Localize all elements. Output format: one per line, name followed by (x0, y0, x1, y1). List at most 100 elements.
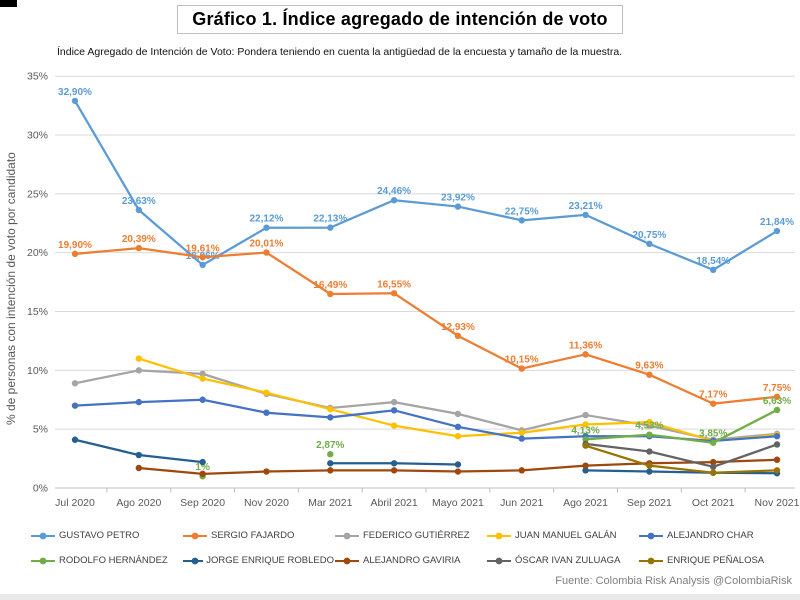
data-point-gustavo-petro (390, 197, 398, 204)
data-point-juan-manuel-galan (454, 433, 462, 440)
y-axis-tick-label: 0% (33, 483, 48, 495)
legend-item-juan-manuel-galan: JUAN MANUEL GALÁN (486, 530, 638, 541)
data-point-sergio-fajardo (263, 249, 270, 256)
legend-label: ÓSCAR IVAN ZULUAGA (515, 555, 621, 566)
legend-item-rodolfo-hernandez: RODOLFO HERNÁNDEZ (30, 555, 182, 566)
series-line-jorge-enrique-robledo (584, 469, 779, 475)
data-point-rodolfo-hernandez (710, 439, 717, 446)
data-point-jorge-enrique-robledo (582, 467, 589, 474)
legend-label: ALEJANDRO CHAR (667, 530, 754, 541)
data-point-juan-manuel-galan (646, 418, 653, 426)
data-point-gustavo-petro (773, 227, 781, 235)
legend-item-alejandro-char: ALEJANDRO CHAR (638, 530, 790, 541)
legend-item-jorge-enrique-robledo: JORGE ENRIQUE ROBLEDO (182, 555, 334, 566)
data-point-gustavo-petro (199, 261, 206, 269)
data-label-sergio-fajardo: 20,01% (249, 239, 283, 250)
data-point-juan-manuel-galan (263, 389, 270, 396)
data-label-sergio-fajardo: 19,61% (186, 243, 220, 254)
y-axis-tick-label: 5% (33, 424, 48, 436)
data-label-gustavo-petro: 24,46% (377, 186, 411, 197)
data-point-gustavo-petro (454, 203, 462, 210)
data-label-rodolfo-hernandez: 2,87% (316, 440, 344, 451)
data-point-rodolfo-hernandez (773, 406, 781, 414)
data-label-sergio-fajardo: 16,55% (377, 279, 411, 290)
data-point-alejandro-gaviria (327, 467, 334, 474)
y-axis-tick-label: 35% (27, 71, 48, 83)
legend-marker-icon (183, 557, 204, 564)
data-label-rodolfo-hernandez: 1% (195, 462, 210, 473)
data-point-alejandro-char (454, 423, 462, 431)
data-point-federico-gutierrez (135, 367, 143, 374)
legend-item-gustavo-petro: GUSTAVO PETRO (30, 530, 182, 541)
data-label-gustavo-petro: 18,54% (696, 256, 730, 267)
data-label-sergio-fajardo: 7,17% (699, 390, 727, 401)
series-line-oscar-ivan-zuluaga (584, 442, 779, 468)
data-point-rodolfo-hernandez (327, 451, 334, 458)
series-line-gustavo-petro (73, 99, 779, 271)
data-label-sergio-fajardo: 20,39% (122, 234, 156, 245)
legend-marker-icon (31, 557, 55, 564)
legend-item-federico-gutierrez: FEDERICO GUTIÉRREZ (334, 530, 486, 541)
x-axis-label: Jul 2020 (55, 497, 95, 509)
data-point-enrique-penalosa (773, 467, 781, 474)
data-point-alejandro-gaviria (773, 456, 781, 463)
data-label-sergio-fajardo: 16,49% (313, 280, 347, 291)
data-label-gustavo-petro: 20,75% (632, 230, 666, 241)
data-point-alejandro-char (327, 414, 334, 421)
data-label-sergio-fajardo: 19,90% (58, 240, 92, 251)
data-point-jorge-enrique-robledo (646, 468, 653, 475)
legend-marker-icon (335, 532, 359, 539)
x-axis-label: Sep 2020 (180, 497, 225, 509)
series-line-sergio-fajardo (73, 246, 779, 405)
chart-title: Gráfico 1. Índice agregado de intención … (177, 5, 623, 34)
legend-label: FEDERICO GUTIÉRREZ (363, 530, 470, 541)
series-line-federico-gutierrez (73, 369, 779, 441)
chart-subtitle: Índice Agregado de Intención de Voto: Po… (57, 46, 623, 58)
legend-label: JUAN MANUEL GALÁN (515, 530, 617, 541)
data-label-gustavo-petro: 21,84% (760, 217, 794, 228)
data-point-juan-manuel-galan (199, 375, 206, 382)
data-point-alejandro-gaviria (454, 468, 462, 475)
data-point-gustavo-petro (263, 224, 270, 231)
data-label-sergio-fajardo: 7,75% (763, 383, 791, 394)
data-point-sergio-fajardo (773, 393, 781, 401)
series-line-rodolfo-hernandez (584, 408, 779, 444)
data-point-rodolfo-hernandez (582, 436, 589, 443)
data-point-sergio-fajardo (199, 254, 206, 261)
data-point-juan-manuel-galan (518, 429, 525, 436)
data-point-enrique-penalosa (582, 442, 589, 449)
data-point-alejandro-char (199, 396, 206, 403)
data-point-jorge-enrique-robledo (135, 451, 143, 459)
data-point-alejandro-char (135, 398, 143, 406)
x-axis-label: Jun 2021 (500, 497, 543, 509)
data-point-sergio-fajardo (710, 400, 717, 407)
data-point-gustavo-petro (710, 266, 717, 274)
data-point-sergio-fajardo (390, 290, 398, 297)
legend-marker-icon (335, 557, 359, 564)
data-point-federico-gutierrez (71, 380, 79, 387)
data-point-alejandro-gaviria (710, 458, 717, 466)
data-label-gustavo-petro: 22,75% (505, 206, 539, 217)
data-point-alejandro-char (773, 433, 781, 440)
y-axis-tick-label: 25% (27, 188, 48, 200)
x-axis-label: Nov 2020 (244, 497, 289, 509)
data-point-jorge-enrique-robledo (71, 436, 79, 443)
data-point-enrique-penalosa (646, 462, 653, 469)
data-point-jorge-enrique-robledo (454, 461, 462, 468)
data-point-alejandro-gaviria (390, 467, 398, 474)
window-artifact (0, 0, 17, 7)
legend-item-enrique-penalosa: ENRIQUE PEÑALOSA (638, 555, 790, 566)
plot-area: 0% 5% 10% 15% 20% 25% 30% 35% Jul 2020 Ago 2020 Se… (27, 71, 800, 509)
data-point-juan-manuel-galan (582, 421, 589, 428)
series-line-alejandro-char (73, 398, 779, 443)
data-point-federico-gutierrez (199, 370, 206, 378)
data-point-sergio-fajardo (327, 290, 334, 298)
x-axis-label: Ago 2021 (563, 497, 608, 509)
data-point-sergio-fajardo (518, 365, 525, 372)
data-label-rodolfo-hernandez: 4,53% (635, 421, 663, 432)
data-point-alejandro-gaviria (199, 470, 206, 478)
legend-label: ENRIQUE PEÑALOSA (667, 555, 765, 566)
legend-label: SERGIO FAJARDO (211, 530, 295, 541)
data-point-oscar-ivan-zuluaga (646, 448, 653, 455)
